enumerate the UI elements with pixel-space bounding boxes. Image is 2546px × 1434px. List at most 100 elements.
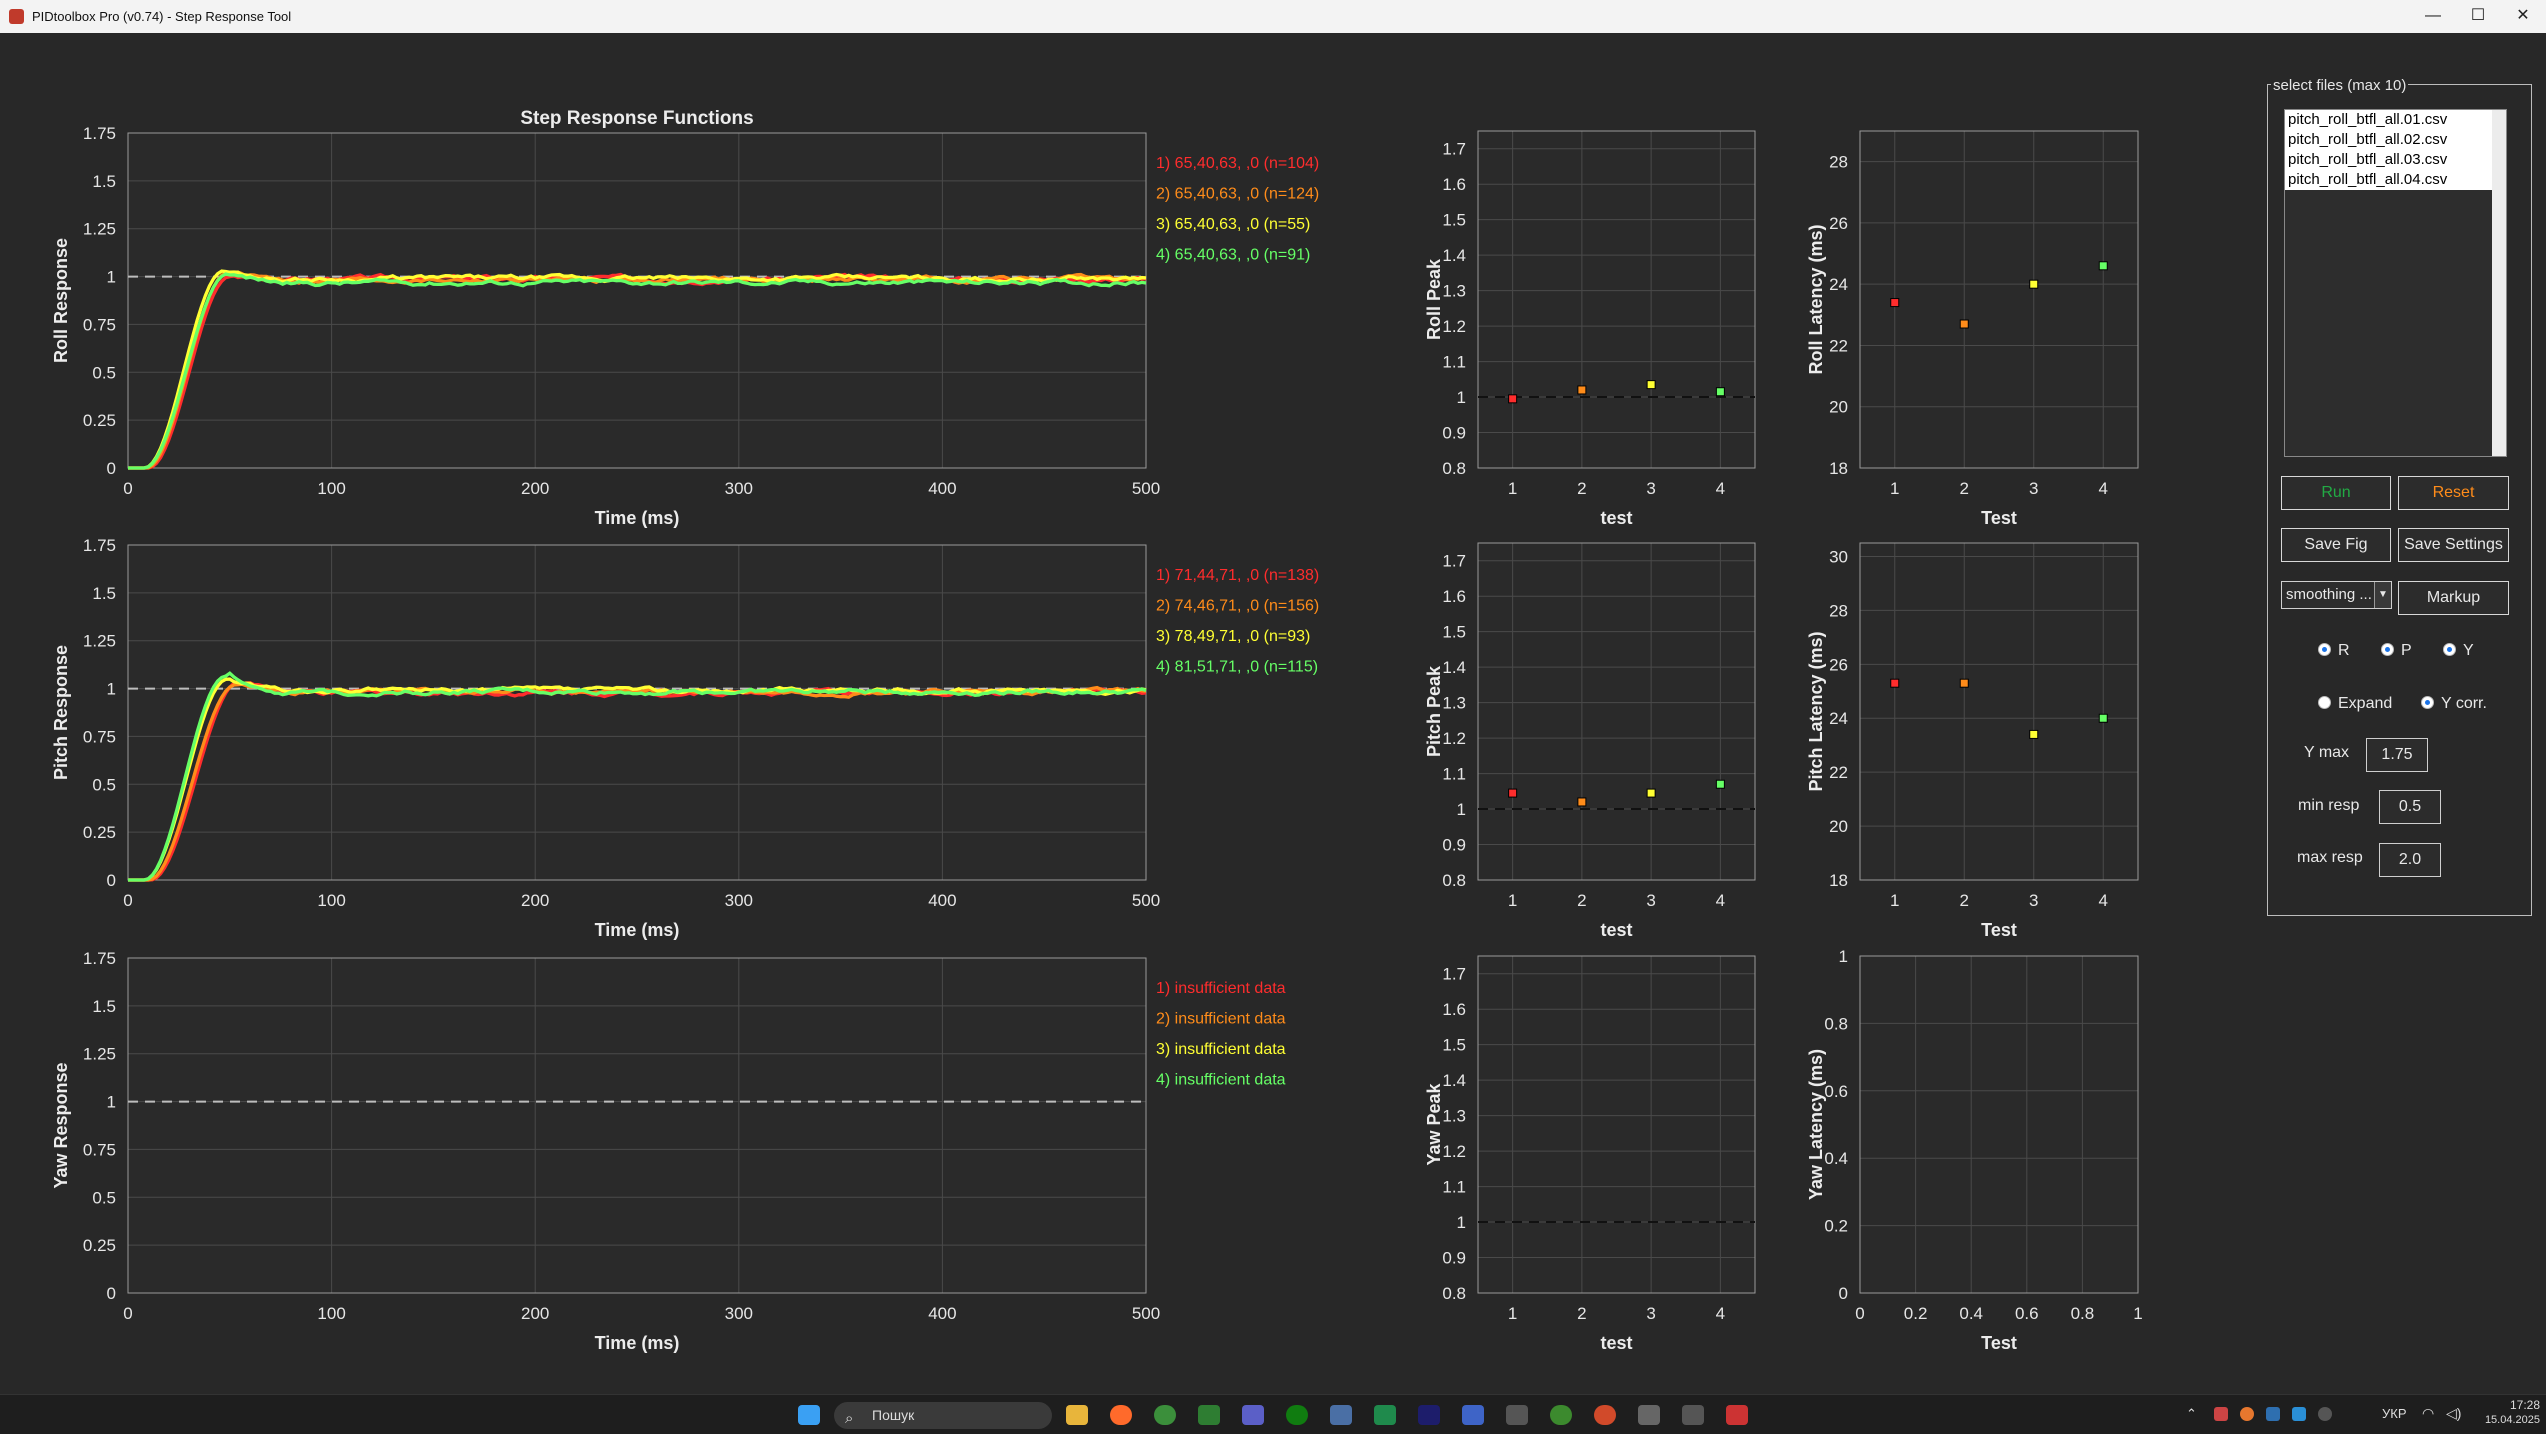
x-tick-label: 300 — [725, 1304, 753, 1323]
smoothing-select[interactable]: smoothing ... ▼ — [2281, 581, 2392, 609]
firefox-icon[interactable] — [1110, 1405, 1132, 1425]
y-tick-label: 1.5 — [92, 997, 116, 1016]
x-tick-label: 100 — [317, 1304, 345, 1323]
file-list-scrollbar[interactable] — [2492, 110, 2506, 456]
response-line — [128, 677, 1147, 882]
radio-r[interactable]: R — [2318, 641, 2350, 661]
y-axis-label: Pitch Response — [51, 645, 71, 780]
x-axis-label: test — [1600, 1333, 1632, 1353]
app-icon[interactable] — [1374, 1405, 1396, 1425]
app-icon[interactable] — [1726, 1405, 1748, 1425]
y-tick-label: 0.8 — [1442, 459, 1466, 478]
y-tick-label: 18 — [1829, 459, 1848, 478]
y-tick-label: 0.6 — [1824, 1082, 1848, 1101]
close-button[interactable]: ✕ — [2516, 7, 2530, 24]
y-tick-label: 1 — [107, 680, 116, 699]
y-tick-label: 1.2 — [1442, 1142, 1466, 1161]
expand-label: Expand — [2338, 695, 2393, 712]
taskbar-search[interactable]: ⌕ Пошук — [834, 1402, 1052, 1429]
x-tick-label: 0 — [123, 1304, 132, 1323]
y-tick-label: 1.5 — [1442, 623, 1466, 642]
xbox-icon[interactable] — [1286, 1405, 1308, 1425]
axes-background — [128, 133, 1146, 468]
premiere-icon[interactable] — [1418, 1405, 1440, 1425]
file-explorer-icon[interactable] — [1066, 1405, 1088, 1425]
legend-entry: 4) insufficient data — [1156, 1072, 1286, 1089]
axes-background — [1478, 131, 1755, 468]
save-settings-button[interactable]: Save Settings — [2398, 528, 2509, 562]
app-icon[interactable] — [1330, 1405, 1352, 1425]
peak-marker — [1508, 788, 1518, 798]
teams-icon[interactable] — [1242, 1405, 1264, 1425]
ymax-input[interactable]: 1.75 — [2366, 738, 2428, 772]
y-tick-label: 0.75 — [83, 315, 116, 334]
chrome-icon[interactable] — [1154, 1405, 1176, 1425]
maxresp-input[interactable]: 2.0 — [2379, 843, 2441, 877]
app-icon[interactable] — [1462, 1405, 1484, 1425]
chrome-icon[interactable] — [1594, 1405, 1616, 1425]
latency-marker — [1890, 298, 1900, 308]
run-button[interactable]: Run — [2281, 476, 2391, 510]
tray-app-icon[interactable] — [2214, 1407, 2228, 1421]
x-axis-label: Time (ms) — [595, 508, 680, 528]
y-tick-label: 0.75 — [83, 1140, 116, 1159]
x-tick-label: 3 — [1646, 1304, 1655, 1323]
legend-entry: 4) 65,40,63, ,0 (n=91) — [1156, 247, 1310, 264]
app-icon[interactable] — [1506, 1405, 1528, 1425]
file-item[interactable]: pitch_roll_btfl_all.04.csv — [2288, 171, 2448, 188]
ycorr-toggle[interactable]: Y corr. — [2421, 694, 2487, 714]
latency-marker — [2029, 729, 2039, 739]
y-tick-label: 0.9 — [1442, 424, 1466, 443]
y-tick-label: 1.2 — [1442, 729, 1466, 748]
radio-dot-icon — [2443, 643, 2456, 656]
file-item[interactable]: pitch_roll_btfl_all.03.csv — [2288, 151, 2448, 168]
axes-frame — [1859, 955, 2139, 1294]
y-axis-label: Pitch Peak — [1424, 665, 1444, 757]
app-icon[interactable] — [1550, 1405, 1572, 1425]
file-item[interactable]: pitch_roll_btfl_all.01.csv — [2288, 111, 2448, 128]
tray-chevron-icon[interactable]: ⌃ — [2186, 1406, 2197, 1421]
markup-button[interactable]: Markup — [2398, 581, 2509, 615]
clock-date[interactable]: 15.04.2025 — [2484, 1414, 2540, 1426]
file-item[interactable]: pitch_roll_btfl_all.02.csv — [2288, 131, 2448, 148]
minresp-input[interactable]: 0.5 — [2379, 790, 2441, 824]
y-tick-label: 26 — [1829, 214, 1848, 233]
x-tick-label: 0.6 — [2015, 1304, 2039, 1323]
maximize-button[interactable]: ☐ — [2470, 7, 2486, 24]
save-fig-button[interactable]: Save Fig — [2281, 528, 2391, 562]
tray-app-icon[interactable] — [2266, 1407, 2280, 1421]
x-axis-label: Test — [1981, 1333, 2017, 1353]
radio-dot-icon — [2318, 696, 2331, 709]
radio-p[interactable]: P — [2381, 641, 2412, 661]
tray-app-icon[interactable] — [2240, 1407, 2254, 1421]
radio-y[interactable]: Y — [2443, 641, 2474, 661]
clock-time[interactable]: 17:28 — [2509, 1398, 2540, 1412]
y-tick-label: 1.4 — [1442, 1071, 1466, 1090]
tray-app-icon[interactable] — [2318, 1407, 2332, 1421]
y-tick-label: 28 — [1829, 601, 1848, 620]
volume-icon[interactable]: ◁) — [2446, 1405, 2462, 1421]
chevron-down-icon[interactable]: ▼ — [2374, 582, 2391, 608]
app-icon[interactable] — [1638, 1405, 1660, 1425]
latency-marker — [1890, 678, 1900, 688]
ptb-icon[interactable] — [1682, 1405, 1704, 1425]
expand-toggle[interactable]: Expand — [2318, 694, 2392, 714]
response-line — [128, 272, 1147, 470]
start-icon[interactable] — [798, 1405, 820, 1425]
language-indicator[interactable]: УКР — [2382, 1406, 2407, 1421]
minimize-button[interactable]: — — [2425, 7, 2441, 24]
ycorr-label: Y corr. — [2441, 695, 2487, 712]
y-tick-label: 1.5 — [1442, 211, 1466, 230]
file-list[interactable]: pitch_roll_btfl_all.01.csv pitch_roll_bt… — [2284, 109, 2507, 457]
y-tick-label: 1.7 — [1442, 552, 1466, 571]
y-tick-label: 1.75 — [83, 949, 116, 968]
app-icon[interactable] — [1198, 1405, 1220, 1425]
x-tick-label: 3 — [2029, 891, 2038, 910]
wifi-icon[interactable]: ◠ — [2422, 1405, 2435, 1421]
x-tick-label: 1 — [2133, 1304, 2142, 1323]
x-tick-label: 2 — [1577, 891, 1586, 910]
tray-app-icon[interactable] — [2292, 1407, 2306, 1421]
reset-button[interactable]: Reset — [2398, 476, 2509, 510]
y-tick-label: 1.3 — [1442, 1107, 1466, 1126]
